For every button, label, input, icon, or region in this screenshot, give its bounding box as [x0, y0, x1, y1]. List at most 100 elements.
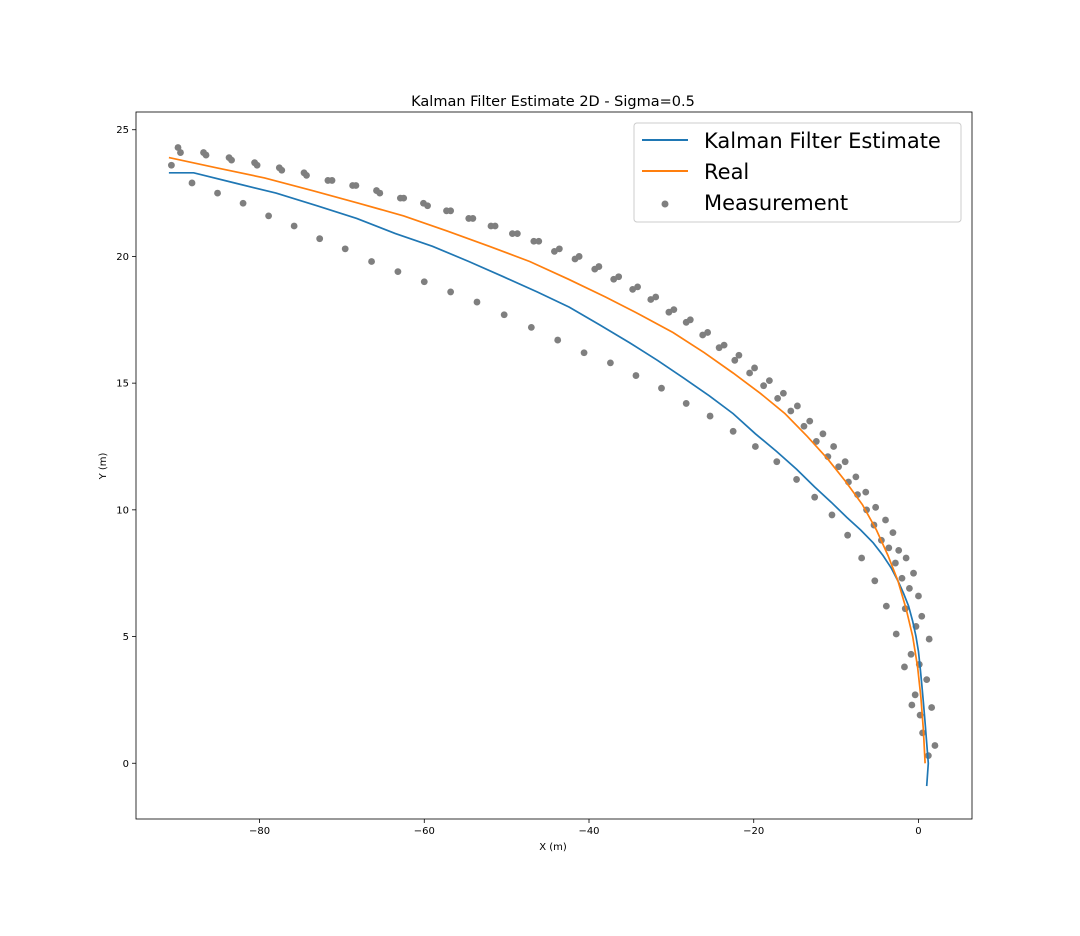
measurement-point [513, 230, 521, 238]
measurement-point [303, 171, 310, 179]
measurement-point [882, 516, 889, 524]
measurement-point [906, 585, 913, 592]
measurement-point [787, 407, 795, 415]
measurement-point [265, 212, 273, 220]
measurement-point [555, 245, 563, 253]
line-series [168, 156, 930, 787]
measurement-point [923, 676, 931, 684]
measurement-point [852, 473, 860, 481]
y-tick-label: 10 [116, 505, 129, 516]
x-tick-label: −80 [249, 826, 270, 837]
x-axis-label: X (m) [539, 842, 567, 853]
measurement-point [535, 237, 543, 245]
measurement-point [420, 278, 428, 286]
measurement-point [910, 569, 917, 577]
measurement-point [862, 488, 870, 496]
legend: Kalman Filter Estimate Real Measurement [633, 122, 962, 223]
measurement-point [253, 161, 261, 169]
legend-label-measurement: Measurement [704, 191, 848, 215]
measurement-point [889, 529, 897, 537]
measurement-point [774, 394, 782, 402]
measurement-point [800, 422, 808, 430]
measurement-point [228, 156, 235, 164]
measurement-point [806, 417, 814, 425]
measurement-point [530, 237, 538, 245]
measurement-point [841, 458, 849, 466]
measurement-point [328, 177, 336, 184]
y-tick-label: 5 [123, 632, 129, 643]
measurement-point [925, 635, 933, 643]
measurement-point [793, 476, 800, 483]
legend-box [633, 122, 962, 223]
measurement-point [892, 559, 899, 567]
measurement-point [554, 336, 562, 344]
measurement-point [278, 166, 286, 174]
measurement-point [835, 463, 842, 471]
measurement-point [819, 430, 827, 438]
measurement-point [239, 199, 247, 207]
measurement-point [682, 400, 690, 407]
axes-frame [135, 111, 973, 820]
measurement-point [634, 283, 641, 291]
x-tick-label: −20 [743, 826, 764, 837]
measurement-point [918, 612, 926, 620]
measurement-point [188, 179, 196, 187]
measurement-point [632, 372, 640, 379]
measurement-point [704, 329, 712, 336]
measurement-point [720, 341, 728, 349]
measurement-point [469, 215, 477, 222]
measurement-point [400, 194, 408, 202]
measurement-point [424, 202, 431, 210]
measurement-point [658, 384, 665, 392]
measurement-point [907, 650, 915, 658]
measurement-point [368, 258, 375, 265]
y-tick-label: 0 [123, 759, 129, 770]
measurement-point [844, 531, 852, 539]
measurement-point [830, 443, 838, 450]
y-axis: 0 5 10 15 20 25 [116, 125, 136, 770]
plot-area [168, 144, 939, 787]
y-tick-label: 20 [116, 252, 129, 263]
measurement-point [751, 443, 759, 450]
legend-marker-measurement [661, 200, 669, 208]
measurement-point [872, 503, 880, 511]
measurement-point [915, 592, 922, 600]
measurement-point [931, 742, 939, 749]
measurement-point [341, 245, 349, 253]
y-tick-label: 25 [116, 125, 129, 136]
measurement-point [686, 316, 694, 324]
measurement-point [902, 554, 910, 562]
measurement-point [882, 602, 890, 610]
measurement-point [168, 161, 175, 169]
measurement-point [811, 493, 819, 501]
measurement-point [895, 546, 903, 554]
measurement-point [670, 306, 678, 314]
measurement-point [901, 663, 908, 671]
measurement-point [746, 369, 754, 377]
measurement-point [607, 359, 614, 367]
measurement-point [174, 144, 182, 151]
measurement-point [352, 182, 360, 189]
legend-label-real: Real [704, 160, 749, 184]
measurement-point [595, 263, 603, 270]
measurement-point [615, 273, 623, 281]
measurement-point [731, 356, 739, 364]
measurement-point [500, 311, 508, 319]
x-axis: −80 −60 −40 −20 0 [249, 819, 922, 837]
measurement-point [735, 351, 743, 359]
y-tick-label: 15 [116, 379, 129, 390]
x-tick-label: −60 [414, 826, 435, 837]
measurement-point [928, 704, 936, 711]
real-line [168, 156, 926, 764]
measurement-point [473, 298, 481, 306]
measurement-point [812, 438, 820, 445]
measurement-point [447, 288, 455, 296]
measurement-point [177, 149, 184, 156]
measurement-point [509, 230, 516, 238]
measurement-point [491, 222, 499, 230]
measurement-point [885, 544, 893, 552]
measurement-point [290, 222, 298, 230]
measurement-point [202, 151, 210, 159]
legend-label-estimate: Kalman Filter Estimate [704, 129, 941, 153]
